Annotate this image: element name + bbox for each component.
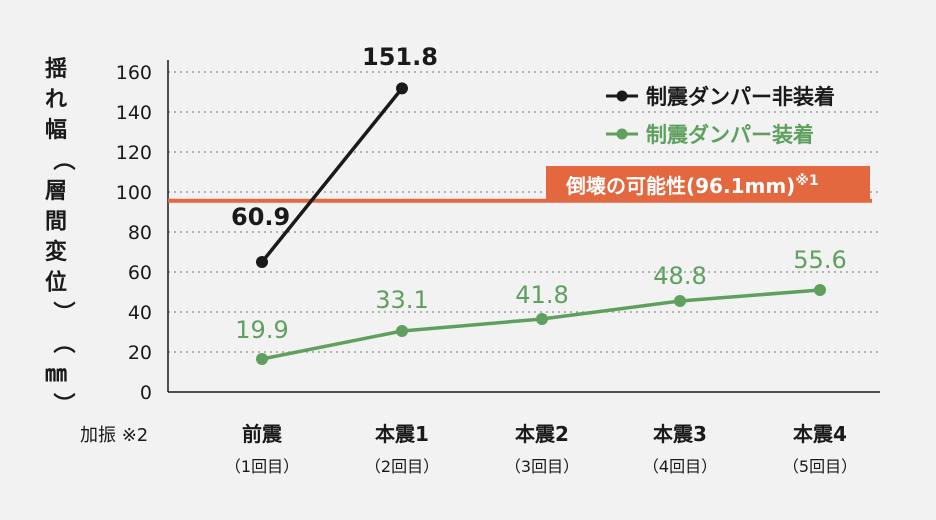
y-axis-label-char: ） [50,392,75,414]
y-tick-label: 80 [128,222,152,244]
threshold-footnote: ※1 [795,173,818,189]
data-label-with-damper: 33.1 [375,286,428,314]
legend-item-without-damper-label: 制震ダンパー非装着 [646,85,835,109]
x-tick-label: 本震4 [793,422,847,446]
y-axis-label-char: 揺 [45,56,67,82]
y-tick-label: 140 [116,102,152,124]
data-label-with-damper: 41.8 [515,281,568,309]
legend-item-with-damper-label: 制震ダンパー装着 [646,123,814,147]
data-label-without-damper: 60.9 [231,203,290,231]
data-label-without-damper: 151.8 [362,43,438,71]
x-tick-label: 本震2 [515,422,569,446]
series-with-damper-point [536,313,548,325]
y-tick-label: 120 [116,142,152,164]
data-label-with-damper: 19.9 [235,316,288,344]
series-with-damper-point [396,325,408,337]
series-without-damper-point [256,256,268,268]
y-axis-label-char: 間 [45,210,67,235]
series-without-damper-line [260,87,404,264]
threshold-label-box [546,166,870,202]
threshold-label: 倒壊の可能性(96.1mm)※1 [565,173,819,198]
x-axis-prefix: 加振 ※2 [80,425,148,446]
y-axis-label-char: れ [45,88,67,113]
legend-item-with-damper-swatch-dot [616,128,628,140]
x-tick-sublabel: （4回目） [643,457,717,476]
y-axis-label-char: 層 [45,179,67,204]
y-axis-label-char: 変 [45,239,67,265]
x-tick-sublabel: （5回目） [783,457,857,476]
y-tick-label: 20 [128,342,152,364]
y-axis-label-char: （ [50,331,75,353]
y-axis-label-char: （ [50,148,75,170]
x-tick-label: 本震3 [653,422,707,446]
y-axis-label-char: 幅 [45,118,67,143]
y-tick-label: 0 [140,382,152,404]
y-tick-label: 60 [128,262,152,284]
x-tick-sublabel: （1回目） [225,457,299,476]
series-with-damper-point [256,353,268,365]
legend-item-without-damper-swatch-dot [616,90,628,102]
data-label-with-damper: 48.8 [653,262,706,290]
series-with-damper-point [814,284,826,296]
x-tick-label: 本震1 [375,422,429,446]
series-without-damper-point [396,82,408,95]
y-axis-label-char: 位 [45,270,67,296]
x-tick-label: 前震 [242,422,283,446]
y-axis-label-char: ㎜ [45,362,67,387]
series-with-damper-point [674,295,686,307]
x-tick-sublabel: （2回目） [365,457,439,476]
x-tick-sublabel: （3回目） [505,457,579,476]
y-tick-label: 100 [116,182,152,204]
y-tick-label: 40 [128,302,152,324]
data-label-with-damper: 55.6 [793,246,846,274]
y-tick-label: 160 [116,62,152,84]
y-axis-label-char: ） [50,301,75,323]
